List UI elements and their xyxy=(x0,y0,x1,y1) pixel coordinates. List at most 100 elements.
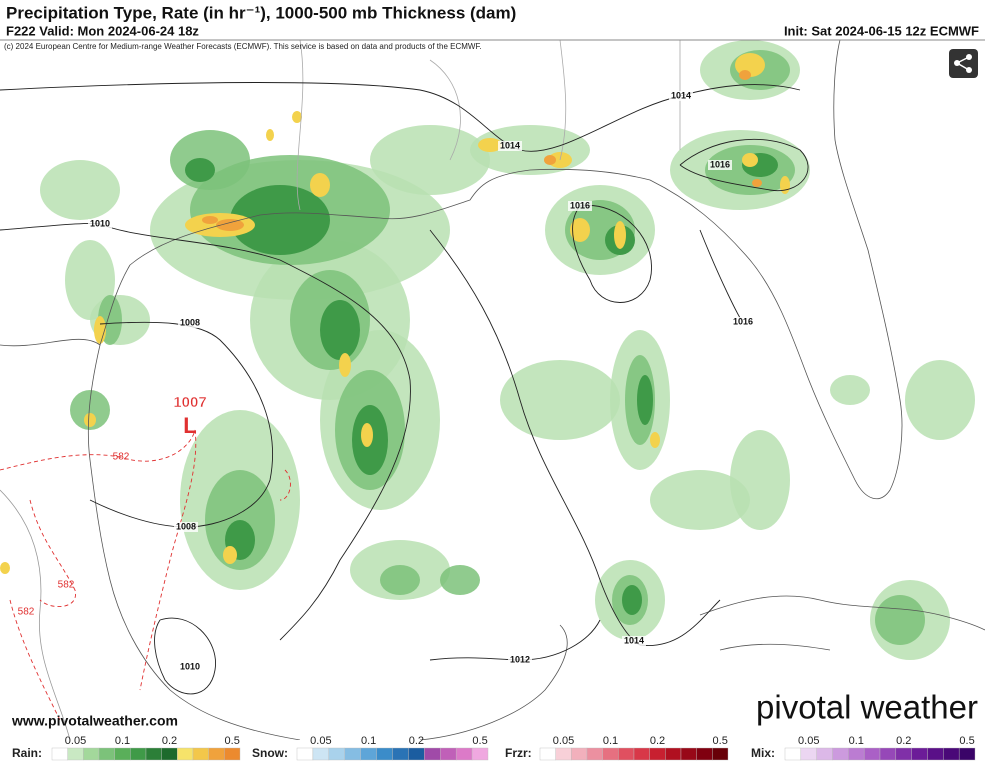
thickness-label: 582 xyxy=(113,452,130,463)
legend-tick: 0.1 xyxy=(849,735,864,747)
isobar-label: 1012 xyxy=(510,654,530,664)
legend-tick: 0.2 xyxy=(896,735,911,747)
isobar-label-bg xyxy=(568,201,592,211)
legend-swatch xyxy=(408,747,425,761)
precip-area xyxy=(614,221,626,249)
legend-swatch xyxy=(649,747,666,761)
legend-swatch xyxy=(208,747,225,761)
precip-area xyxy=(339,353,351,377)
legend-swatch xyxy=(360,747,377,761)
legend-label: Mix: xyxy=(751,746,775,760)
init-time: Init: Sat 2024-06-15 12z ECMWF xyxy=(784,23,979,38)
isobar-label: 1016 xyxy=(570,200,590,210)
precip-area xyxy=(70,390,110,430)
legend-tick: 0.05 xyxy=(65,735,86,747)
isobar-label-bg xyxy=(178,318,202,328)
legend-swatch xyxy=(958,747,976,761)
isobar-label: 1010 xyxy=(90,218,110,228)
low-pressure-symbol: L xyxy=(183,413,196,438)
legend-swatch xyxy=(800,747,817,761)
website: www.pivotalweather.com xyxy=(11,713,178,729)
isobar-label-bg xyxy=(498,141,522,151)
precip-area xyxy=(500,360,620,440)
precip-area xyxy=(310,173,330,197)
legend: Rain: 0.05 0.1 0.2 0.5 Snow: 0.05 0.1 0.2 0.5 Frzr… xyxy=(12,735,976,761)
legend-swatch xyxy=(863,747,881,761)
precip-area xyxy=(752,179,762,187)
legend-swatch xyxy=(145,747,162,761)
legend-swatch xyxy=(633,747,650,761)
legend-swatch xyxy=(312,747,330,761)
isobar-label-bg xyxy=(178,662,202,672)
precip-area xyxy=(185,158,215,182)
legend-swatch xyxy=(224,747,241,761)
isobar-label: 1016 xyxy=(710,159,730,169)
legend-swatch xyxy=(665,747,682,761)
legend-swatch xyxy=(161,747,178,761)
precip-area xyxy=(544,155,556,165)
precip-area xyxy=(40,160,120,220)
isobar-label: 1008 xyxy=(180,317,200,327)
legend-label: Frzr: xyxy=(505,746,532,760)
precip-area xyxy=(830,375,870,405)
legend-swatch xyxy=(712,747,729,761)
precip-area xyxy=(875,595,925,645)
legend-tick: 0.2 xyxy=(162,735,177,747)
precip-area xyxy=(84,413,96,427)
legend-tick: 0.2 xyxy=(650,735,665,747)
legend-tick: 0.05 xyxy=(310,735,331,747)
legend-swatch xyxy=(618,747,635,761)
legend-swatch xyxy=(895,747,912,761)
legend-tick: 0.05 xyxy=(798,735,819,747)
precip-area xyxy=(739,70,751,80)
legend-swatch xyxy=(440,747,457,761)
isobar-label: 1014 xyxy=(500,140,520,150)
legend-swatch xyxy=(328,747,345,761)
isobar-label-bg xyxy=(622,636,646,646)
isobar-label: 1008 xyxy=(176,521,196,531)
isobar-label: 1016 xyxy=(733,316,753,326)
legend-swatch xyxy=(879,747,897,761)
precip-area xyxy=(650,470,750,530)
thickness-contours xyxy=(0,429,291,721)
legend-swatch xyxy=(586,747,603,761)
share-icon xyxy=(955,56,970,71)
precip-area xyxy=(266,129,274,141)
brand-logo: pivotal weather xyxy=(756,689,978,726)
precip-area xyxy=(742,153,758,167)
legend-swatch xyxy=(832,747,849,761)
legend-tick: 0.2 xyxy=(409,735,424,747)
isobar-label: 1014 xyxy=(624,635,644,645)
valid-time: F222 Valid: Mon 2024-06-24 18z xyxy=(6,23,199,38)
legend-swatch xyxy=(192,747,209,761)
precip-area xyxy=(94,316,106,344)
legend-tick: 0.1 xyxy=(603,735,618,747)
precip-area xyxy=(622,585,642,615)
thickness-label: 582 xyxy=(18,607,35,618)
share-button-bg[interactable] xyxy=(949,49,978,78)
map-labels: 1014 1014 1016 1016 1010 1008 1016 1008 1014 1012… xyxy=(18,90,755,672)
precip-area xyxy=(370,125,490,195)
isobar-label-bg xyxy=(174,522,198,532)
precip-area xyxy=(292,111,302,123)
legend-tick: 0.5 xyxy=(713,735,728,747)
share-button[interactable] xyxy=(949,49,978,78)
legend-swatch xyxy=(177,747,194,761)
legend-swatch xyxy=(296,747,314,761)
precip-area xyxy=(361,423,373,447)
legend-swatch xyxy=(696,747,713,761)
legend-tick: 0.1 xyxy=(361,735,376,747)
precip-area xyxy=(780,176,790,194)
legend-swatch xyxy=(539,747,556,761)
legend-swatch xyxy=(571,747,588,761)
legend-label: Snow: xyxy=(252,746,288,760)
legend-swatch xyxy=(455,747,473,761)
isobar-label-bg xyxy=(88,219,112,229)
legend-swatch xyxy=(911,747,928,761)
legend-swatch xyxy=(376,747,393,761)
title: Precipitation Type, Rate (in hr⁻¹), 1000… xyxy=(6,3,516,22)
precip-area xyxy=(223,546,237,564)
